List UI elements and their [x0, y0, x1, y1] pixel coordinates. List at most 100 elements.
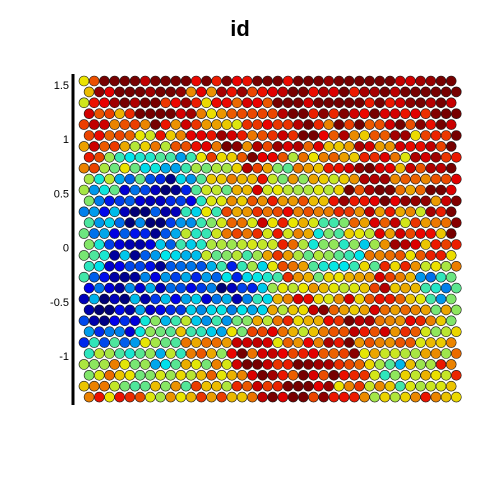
hex-cell — [78, 206, 90, 218]
hex-cell — [445, 250, 457, 261]
hex-cell — [129, 184, 141, 196]
hex-cell — [241, 359, 253, 370]
y-tick-label: -0.5 — [50, 297, 69, 309]
hex-cell — [236, 86, 248, 98]
hex-cell — [384, 337, 396, 348]
hex-cell — [343, 337, 355, 348]
hex-cell — [231, 337, 243, 348]
hex-cell — [83, 260, 95, 272]
hex-cell — [303, 162, 314, 174]
hex-cell — [236, 108, 248, 119]
hex-cell — [343, 271, 355, 283]
hex-cell — [277, 173, 289, 185]
hex-cell — [348, 173, 360, 185]
hex-cell — [236, 369, 248, 381]
hex-cell — [287, 173, 299, 185]
hex-cell — [267, 369, 279, 381]
hex-cell — [369, 304, 381, 316]
hex-cell — [282, 228, 294, 239]
hex-cell — [257, 239, 268, 250]
hex-cell — [196, 152, 207, 163]
hex-cell — [155, 391, 166, 403]
hex-cell — [83, 173, 95, 185]
hex-cell — [343, 206, 355, 218]
hex-cell — [399, 86, 411, 98]
hex-cell — [282, 337, 294, 348]
hex-cell — [155, 217, 166, 228]
hex-cell — [450, 304, 462, 316]
hex-cell — [292, 250, 304, 261]
hex-cell — [94, 239, 105, 250]
hex-cell — [425, 184, 437, 196]
hex-cell — [415, 97, 426, 109]
hex-cell — [211, 271, 222, 283]
hex-cell — [415, 293, 426, 305]
hex-cell — [323, 75, 335, 87]
hex-cell — [109, 337, 120, 348]
hex-cell — [425, 271, 437, 283]
hex-cell — [420, 348, 432, 359]
hex-cell — [257, 152, 268, 163]
hex-cell — [374, 337, 386, 348]
hex-cell — [440, 282, 452, 294]
hex-cell — [124, 260, 136, 272]
hex-cell — [124, 348, 136, 359]
hex-cell — [354, 97, 365, 109]
hex-cell — [359, 282, 370, 294]
hex-cell — [308, 173, 319, 185]
hex-cell — [104, 152, 115, 163]
hex-cell — [420, 173, 432, 185]
hex-cell — [124, 217, 136, 228]
hex-cell — [226, 369, 238, 381]
hex-cell — [420, 369, 432, 381]
hex-cell — [231, 271, 243, 283]
hex-cell — [364, 141, 375, 152]
hex-cell — [297, 195, 309, 207]
hex-cell — [252, 293, 263, 305]
hex-cell — [303, 337, 314, 348]
hex-cell — [364, 337, 375, 348]
hex-cell — [379, 369, 391, 381]
hex-cell — [134, 369, 146, 381]
hex-cell — [338, 326, 350, 338]
hex-cell — [272, 315, 284, 327]
hex-cell — [359, 152, 370, 163]
hex-cell — [374, 380, 386, 392]
hex-cell — [435, 162, 447, 174]
hex-cell — [430, 282, 442, 294]
hex-cell — [272, 97, 284, 109]
hex-cell — [175, 195, 187, 207]
hex-cell — [405, 75, 416, 87]
hex-cell — [323, 271, 335, 283]
hex-cell — [216, 282, 227, 294]
hex-cell — [83, 152, 95, 163]
hex-cell — [252, 380, 263, 392]
hex-cell — [430, 348, 442, 359]
hex-cell — [292, 359, 304, 370]
hex-cell — [430, 369, 442, 381]
hex-cell — [257, 326, 268, 338]
hex-cell — [124, 391, 136, 403]
hex-cell — [262, 206, 273, 218]
hex-cell — [83, 86, 95, 98]
hex-cell — [338, 152, 350, 163]
hex-cell — [410, 304, 421, 316]
hex-cell — [420, 217, 432, 228]
hex-cell — [364, 359, 375, 370]
hex-cell — [333, 119, 345, 130]
hex-cell — [318, 348, 330, 359]
hex-cell — [328, 239, 340, 250]
hex-cell — [139, 184, 151, 196]
hex-cell — [415, 141, 426, 152]
hex-cell — [145, 108, 156, 119]
hex-cell — [247, 369, 258, 381]
hex-cell — [277, 217, 289, 228]
hex-cell — [252, 184, 263, 196]
hex-cell — [139, 271, 151, 283]
hex-cell — [450, 282, 462, 294]
hex-cell — [165, 217, 176, 228]
hex-cell — [170, 250, 182, 261]
hex-cell — [241, 337, 253, 348]
hex-cell — [328, 195, 340, 207]
hex-cell — [415, 228, 426, 239]
